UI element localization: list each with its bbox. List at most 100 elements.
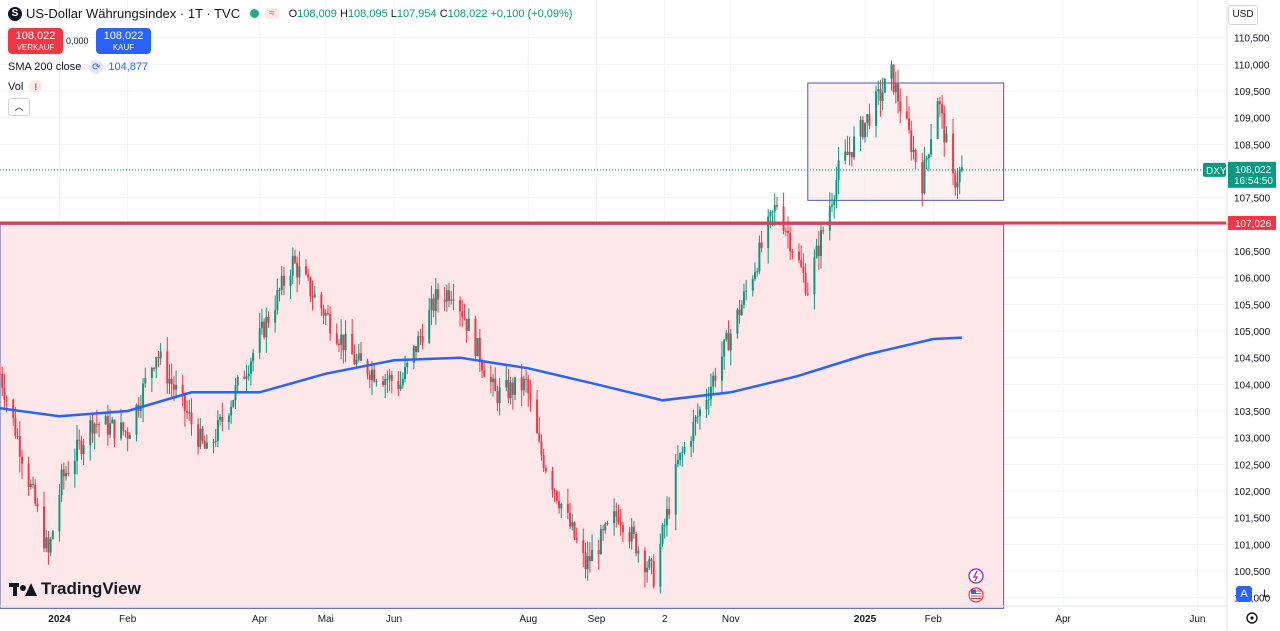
price-axis[interactable]: 100,000 100,500 101,000 101,500 102,000 102,5… <box>1203 0 1276 631</box>
candle-up <box>936 101 939 140</box>
candle-up <box>89 420 92 446</box>
candle-down <box>432 298 435 311</box>
candle-down <box>525 378 528 380</box>
candle-up <box>707 399 710 401</box>
candle-down <box>1 373 4 388</box>
candle-down <box>390 374 393 381</box>
candle-down <box>507 379 510 399</box>
candle-up <box>831 204 833 207</box>
candle-up <box>742 291 745 305</box>
candle-up <box>925 158 928 160</box>
candle-down <box>419 336 422 338</box>
candle-up <box>844 151 847 161</box>
horizontal-line-label: 107,026 <box>1235 219 1272 230</box>
candle-down <box>892 64 895 93</box>
currency-button[interactable]: USD <box>1228 5 1258 25</box>
candle-down <box>43 506 46 549</box>
collapse-legend-button[interactable]: ︿ <box>8 98 30 116</box>
candle-down <box>78 439 81 441</box>
candle-up <box>894 83 897 93</box>
candle-down <box>326 312 329 315</box>
candle-down <box>463 317 466 319</box>
candle-up <box>82 445 85 455</box>
candle-down <box>459 300 462 312</box>
candle-up <box>927 154 930 159</box>
auto-scale-button[interactable]: A <box>1236 586 1252 602</box>
tradingview-logo: TradingView <box>9 579 141 599</box>
price-tick-label: 101,500 <box>1234 514 1271 525</box>
candle-down <box>320 294 323 309</box>
last-price-label: 108,022 <box>1235 165 1272 176</box>
candle-down <box>197 424 200 447</box>
symbol-logo-icon: S <box>8 6 22 21</box>
sma-label[interactable]: SMA 200 close <box>8 61 82 73</box>
sell-label: VERKAUF <box>16 43 55 52</box>
time-tick-label: Apr <box>1055 614 1071 625</box>
candle-up <box>637 550 640 554</box>
candle-down <box>478 338 481 363</box>
candle-up <box>340 334 343 346</box>
candle-down <box>897 83 900 102</box>
candle-down <box>817 245 820 256</box>
close-value: 108,022 <box>447 7 488 20</box>
candle-down <box>575 538 578 541</box>
candle-up <box>216 419 219 441</box>
candle-down <box>14 417 17 437</box>
candle-down <box>307 274 310 278</box>
candle-up <box>835 179 838 200</box>
candle-down <box>489 376 492 383</box>
candle-down <box>588 556 591 562</box>
candle-up <box>813 257 816 295</box>
time-tick-label: Jun <box>386 614 402 625</box>
candle-up <box>324 312 327 316</box>
delayed-data-badge[interactable]: ≈ <box>265 8 279 19</box>
candle-down <box>153 368 156 370</box>
candle-down <box>861 119 864 138</box>
candle-up <box>753 272 756 280</box>
log-scale-button[interactable]: L <box>1262 588 1270 600</box>
price-tick-label: 105,000 <box>1234 327 1271 338</box>
candle-down <box>397 380 400 390</box>
candle-up <box>155 357 158 369</box>
candle-down <box>91 420 94 434</box>
candle-up <box>401 379 404 386</box>
candle-down <box>32 483 35 485</box>
candle-down <box>166 351 169 384</box>
low-label: L <box>390 7 397 20</box>
warning-icon[interactable]: ! <box>29 80 43 93</box>
candle-up <box>833 199 836 205</box>
candle-up <box>212 441 215 443</box>
chevron-up-icon: ︿ <box>14 102 24 112</box>
support-zone-rect <box>0 223 1005 609</box>
candle-down <box>908 118 911 131</box>
candle-up <box>745 290 748 292</box>
candle-series <box>0 60 963 594</box>
candle-down <box>542 454 545 468</box>
symbol-legend[interactable]: S US-Dollar Währungsindex · 1T · TVC ≈ O… <box>8 6 572 21</box>
candle-up <box>864 122 867 138</box>
candle-up <box>45 537 48 549</box>
candle-up <box>522 378 525 391</box>
time-axis[interactable]: 2024 Feb Apr Mai Jun Aug Sep 2 Nov 2025 Feb Apr Jun <box>0 605 1258 625</box>
candle-up <box>142 383 145 408</box>
chart-drawings <box>0 82 1005 609</box>
candle-up <box>357 353 360 360</box>
buy-button[interactable]: 108,022 KAUF <box>96 28 151 54</box>
symbol-title[interactable]: US-Dollar Währungsindex · 1T · TVC <box>26 6 241 21</box>
vol-label[interactable]: Vol <box>8 80 24 93</box>
spread-value: 0,000 <box>66 36 89 46</box>
candle-down <box>714 375 717 381</box>
candle-down <box>124 431 127 433</box>
sell-button[interactable]: 108,022 VERKAUF <box>8 28 63 54</box>
candle-up <box>252 352 255 362</box>
candle-down <box>381 381 384 386</box>
sell-price: 108,022 <box>15 30 56 42</box>
candle-up <box>883 78 886 93</box>
sma-legend[interactable]: SMA 200 close ⟳ 104,877 <box>8 60 148 74</box>
candle-up <box>769 212 772 217</box>
candle-down <box>351 333 354 355</box>
volume-legend[interactable]: Vol ! <box>8 80 43 93</box>
ohlc-readout: O108,009 H108,095 L107,954 C108,022 +0,1… <box>289 8 573 20</box>
candle-up <box>168 378 171 384</box>
